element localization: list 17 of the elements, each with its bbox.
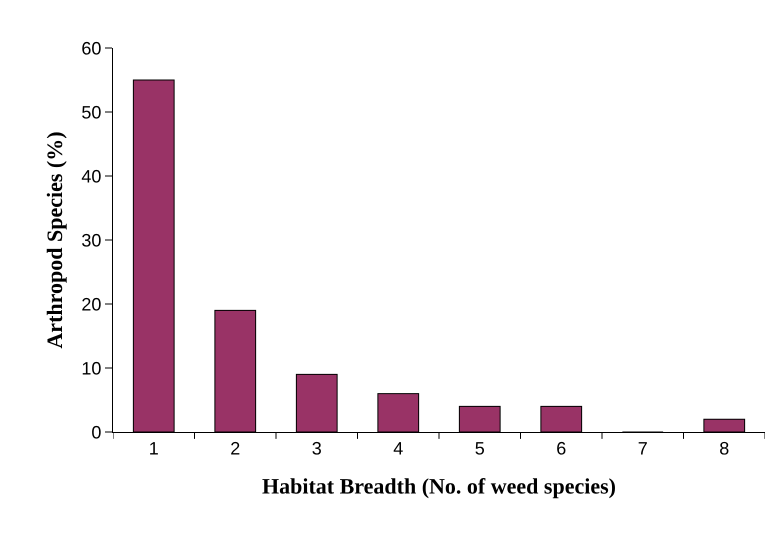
- y-tick-label: 40: [81, 166, 102, 186]
- x-tick-label: 1: [148, 438, 159, 459]
- x-tick-label: 4: [393, 438, 404, 459]
- y-tick-label: 0: [91, 422, 102, 442]
- y-tick-label: 20: [81, 294, 102, 314]
- y-tick-label: 50: [81, 102, 102, 122]
- x-tick-label: 8: [719, 438, 730, 459]
- x-tick-label: 2: [230, 438, 240, 459]
- x-tick-label: 5: [474, 438, 485, 459]
- y-tick-label: 30: [81, 230, 102, 250]
- x-axis-title: Habitat Breadth (No. of weed species): [262, 474, 616, 498]
- y-tick-label: 10: [81, 358, 102, 378]
- x-tick-label: 7: [638, 438, 648, 459]
- x-tick-label: 6: [556, 438, 566, 459]
- y-axis-title: Arthropod Species (%): [42, 131, 68, 349]
- x-tick-label: 3: [312, 438, 322, 459]
- y-tick-label: 60: [81, 38, 102, 58]
